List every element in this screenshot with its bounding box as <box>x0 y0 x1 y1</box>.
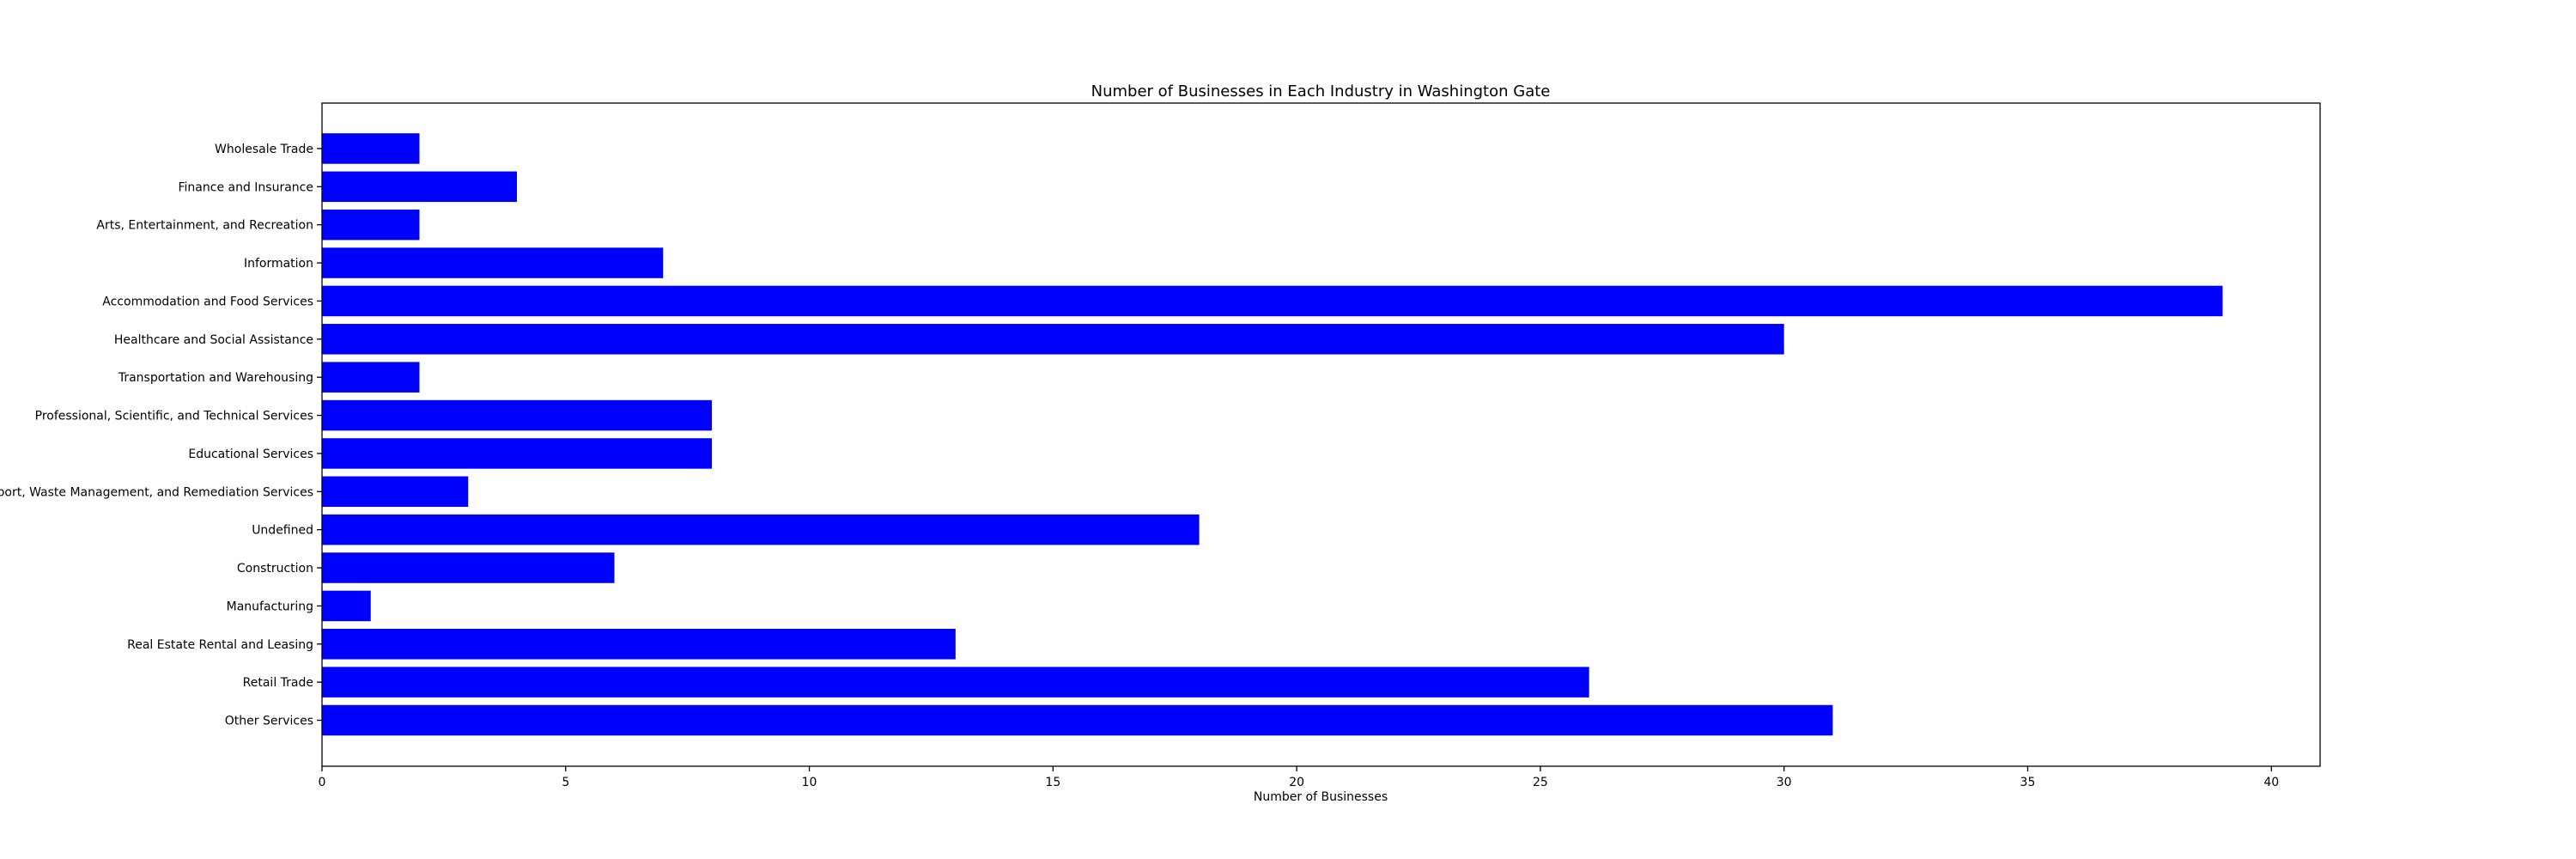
x-tick-label: 25 <box>1533 776 1548 789</box>
y-tick-label: Healthcare and Social Assistance <box>114 333 313 347</box>
y-tick-label: Arts, Entertainment, and Recreation <box>96 219 313 233</box>
y-tick-label: Professional, Scientific, and Technical … <box>35 410 313 423</box>
y-tick-label: Information <box>244 257 313 271</box>
bar <box>322 362 420 393</box>
y-tick-label: Manufacturing <box>227 600 313 613</box>
bar <box>322 704 1833 736</box>
bar <box>322 476 469 508</box>
x-tick-label: 30 <box>1777 776 1792 789</box>
bar <box>322 399 713 431</box>
bar <box>322 514 1200 545</box>
y-tick-label: Undefined <box>252 524 313 538</box>
x-tick-label: 20 <box>1289 776 1304 789</box>
bar <box>322 133 420 164</box>
y-tick-label: Educational Services <box>188 448 313 461</box>
bar <box>322 324 1784 355</box>
x-axis-ticks: 0 5 10 15 20 25 30 35 40 <box>319 766 2279 789</box>
y-tick-label: Other Services <box>225 715 313 728</box>
y-tick-label: Accommodation and Food Services <box>102 295 313 308</box>
x-tick-label: 15 <box>1045 776 1060 789</box>
plot-frame <box>321 102 2321 767</box>
y-tick-label: Transportation and Warehousing <box>118 371 313 385</box>
y-tick-label: Real Estate Rental and Leasing <box>127 638 313 652</box>
y-tick-label: Wholesale Trade <box>215 143 313 156</box>
bar <box>322 247 664 278</box>
bar <box>322 667 1589 698</box>
y-tick-label: Finance and Insurance <box>179 180 314 194</box>
bar <box>322 285 2223 317</box>
y-tick-label: Construction <box>237 562 313 576</box>
y-tick-label: Retail Trade <box>243 676 313 690</box>
x-tick-label: 10 <box>802 776 817 789</box>
x-tick-label: 5 <box>562 776 569 789</box>
x-tick-label: 35 <box>2020 776 2036 789</box>
bars-group <box>322 133 2223 736</box>
bar <box>322 629 956 660</box>
bar <box>322 209 420 241</box>
bar <box>322 438 713 469</box>
x-tick-label: 0 <box>319 776 326 789</box>
y-axis-ticks: Other Services Retail Trade Real Estate Re… <box>0 143 322 728</box>
bar <box>322 552 615 583</box>
chart-title: Number of Businesses in Each Industry in… <box>1091 82 1551 101</box>
bar <box>322 590 371 622</box>
y-tick-label: Administrative and Support, Waste Manage… <box>0 485 313 499</box>
bar <box>322 171 518 203</box>
x-tick-label: 40 <box>2263 776 2279 789</box>
x-axis-label: Number of Businesses <box>1254 790 1388 804</box>
